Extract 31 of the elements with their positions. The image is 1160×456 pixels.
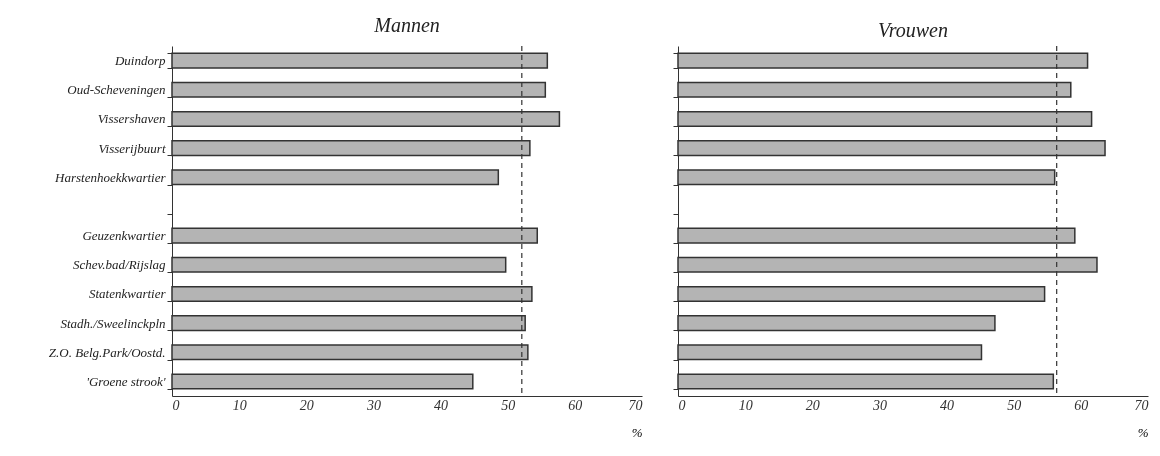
- y-tick-label: Schev.bad/Rijslag: [72, 257, 166, 273]
- x-tick-label: 30: [871, 397, 887, 413]
- x-tick-label: 20: [805, 397, 820, 413]
- y-tick-label: Statenkwartier: [88, 286, 167, 302]
- x-tick-label: 60: [1074, 397, 1089, 413]
- y-tick-label: Z.O. Belg.Park/Oostd.: [48, 344, 166, 360]
- x-tick-label: 60: [568, 397, 583, 413]
- y-tick-label: Geuzenkwartier: [82, 228, 167, 244]
- x-tick-label: 0: [172, 397, 180, 413]
- y-tick-label: Duindorp: [113, 53, 166, 69]
- y-tick-label: Oud-Scheveningen: [67, 82, 166, 98]
- x-axis-title: %: [1137, 424, 1149, 440]
- x-tick-label: 10: [232, 397, 247, 413]
- x-tick-label: 40: [434, 397, 449, 413]
- y-tick-label: 'Groene strook': [86, 373, 166, 389]
- y-tick-label: Harstenhoekkwartier: [54, 169, 167, 185]
- x-tick-label: 70: [1134, 397, 1149, 413]
- x-tick-label: 50: [1007, 397, 1022, 413]
- y-tick-label: Visserijbuurt: [98, 140, 166, 156]
- x-tick-label: 70: [628, 397, 643, 413]
- x-tick-label: 10: [738, 397, 753, 413]
- x-tick-label: 40: [940, 397, 955, 413]
- x-axis-title: %: [631, 424, 643, 440]
- chart-title: Mannen: [373, 14, 440, 36]
- y-tick-label: Vissershaven: [97, 111, 166, 127]
- x-tick-label: 20: [299, 397, 314, 413]
- x-tick-label: 30: [365, 397, 381, 413]
- y-tick-label: Stadh./Sweelinckpln: [60, 315, 166, 331]
- chart-title: Vrouwen: [878, 19, 948, 42]
- x-tick-label: 0: [678, 397, 686, 413]
- x-tick-label: 50: [501, 397, 516, 413]
